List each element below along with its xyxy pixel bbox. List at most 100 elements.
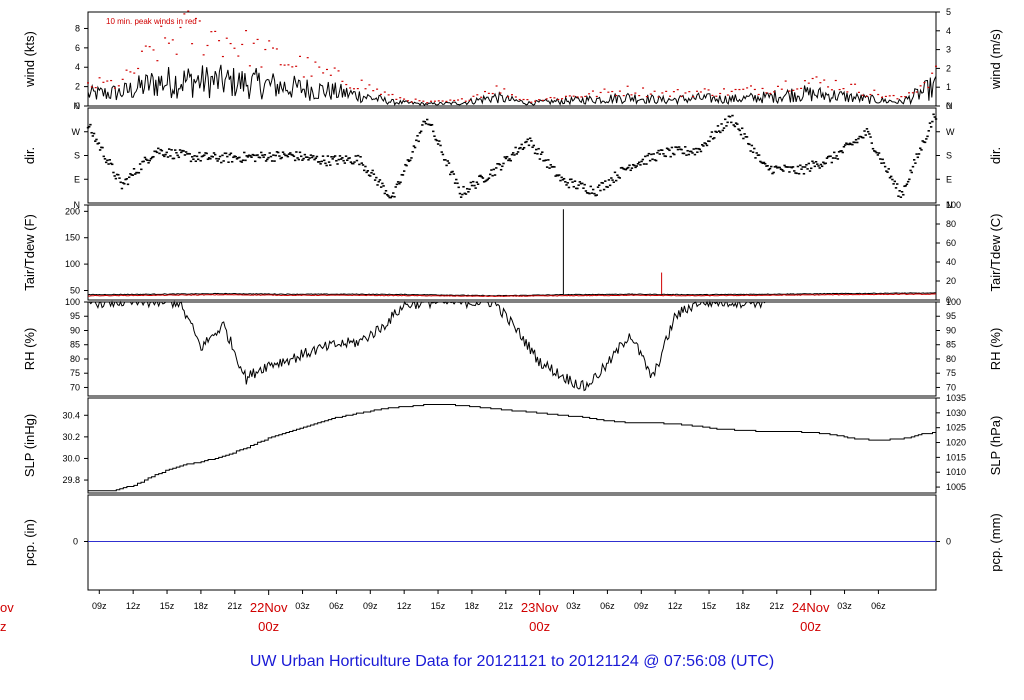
time-ticklabel: 06z <box>600 601 615 611</box>
partial-day-hour-label: z <box>0 619 7 634</box>
slp-frame <box>87 397 937 494</box>
slp-ylabel-left: SLP (inHg) <box>22 414 37 477</box>
dir-ticklabel-left: E <box>74 174 80 184</box>
pcp-ticklabel-right: 0 <box>946 537 951 547</box>
slp-ticklabel-right: 1025 <box>946 423 966 433</box>
slp-ticklabel-right: 1030 <box>946 408 966 418</box>
time-ticklabel: 18z <box>736 601 751 611</box>
dir-frame <box>87 107 937 204</box>
peak-wind-note: 10 min. peak winds in red <box>106 17 197 26</box>
temp-ticklabel-left: 150 <box>65 233 80 243</box>
wind-ticklabel-right: 5 <box>946 7 951 17</box>
temp-series-tdew <box>88 293 937 298</box>
wind-ticklabel-left: 0 <box>75 101 80 111</box>
wind-ticklabel-left: 4 <box>75 62 80 72</box>
temp-ticklabel-right: 20 <box>946 276 956 286</box>
slp-ticklabel-right: 1015 <box>946 452 966 462</box>
time-ticklabel: 03z <box>295 601 310 611</box>
time-ticklabel: 18z <box>465 601 480 611</box>
temp-ticklabel-left: 200 <box>65 206 80 216</box>
rh-ticklabel-left: 75 <box>70 368 80 378</box>
time-ticklabel: 21z <box>770 601 785 611</box>
wind-ticklabel-right: 2 <box>946 63 951 73</box>
time-ticklabel: 09z <box>363 601 378 611</box>
slp-ticklabel-left: 29.8 <box>62 475 80 485</box>
rh-ticklabel-left: 95 <box>70 311 80 321</box>
time-ticklabel: 12z <box>668 601 683 611</box>
wind-ticklabel-left: 2 <box>75 82 80 92</box>
wind-ticklabel-right: 0 <box>946 101 951 111</box>
slp-ticklabel-left: 30.4 <box>62 410 80 420</box>
rh-series <box>88 300 766 392</box>
day-label: 23Nov <box>521 600 559 615</box>
dir-ylabel-right: dir. <box>988 147 1003 164</box>
temp-ticklabel-left: 50 <box>70 286 80 296</box>
time-ticklabel: 21z <box>228 601 243 611</box>
temp-frame <box>87 204 937 301</box>
rh-ticklabel-right: 70 <box>946 382 956 392</box>
day-hour-label: 00z <box>258 619 279 634</box>
wind-ticklabel-left: 8 <box>75 23 80 33</box>
pcp-frame <box>87 494 937 591</box>
time-ticklabel: 09z <box>92 601 107 611</box>
pcp-ticklabel-left: 0 <box>73 537 78 547</box>
time-ticklabel: 03z <box>566 601 581 611</box>
wind-speed-series <box>87 64 937 107</box>
wind-ylabel-left: wind (kts) <box>22 31 37 88</box>
time-ticklabel: 06z <box>871 601 886 611</box>
panel-temp: Tair/Tdew (F) Tair/Tdew (C) 50 100 150 200 0 20… <box>22 200 1003 305</box>
partial-day-label: ov <box>0 600 14 615</box>
time-ticklabel: 18z <box>194 601 209 611</box>
rh-ticklabel-right: 80 <box>946 354 956 364</box>
panel-rh: RH (%) RH (%) 70 75 80 85 90 95 100 70 75 80 85 90 95 1… <box>22 297 1003 397</box>
wind-frame <box>87 11 937 107</box>
slp-ticklabel-left: 30.2 <box>62 432 80 442</box>
temp-ylabel-left: Tair/Tdew (F) <box>22 214 37 291</box>
rh-ticklabel-right: 90 <box>946 325 956 335</box>
temp-ticklabel-right: 60 <box>946 238 956 248</box>
panel-slp: SLP (inHg) SLP (hPa) 29.8 30.0 30.2 30.4 1005 1… <box>22 393 1003 494</box>
temp-ticklabel-left: 100 <box>65 259 80 269</box>
day-hour-label: 00z <box>529 619 550 634</box>
rh-ticklabel-left: 90 <box>70 325 80 335</box>
slp-ticklabel-right: 1020 <box>946 438 966 448</box>
dir-ylabel-left: dir. <box>22 147 37 164</box>
slp-ylabel-right: SLP (hPa) <box>988 416 1003 476</box>
dir-ticklabel-right: N <box>946 200 953 210</box>
chart-title: UW Urban Horticulture Data for 20121121 … <box>250 653 774 670</box>
wind-ticklabel-right: 4 <box>946 26 951 36</box>
wind-ylabel-right: wind (m/s) <box>988 29 1003 90</box>
rh-ticklabel-left: 85 <box>70 340 80 350</box>
dir-ticklabel-right: E <box>946 174 952 184</box>
slp-ticklabel-right: 1010 <box>946 467 966 477</box>
time-ticklabel: 06z <box>329 601 344 611</box>
time-ticklabel: 12z <box>397 601 412 611</box>
wind-ticklabel-right: 3 <box>946 45 951 55</box>
slp-ticklabel-right: 1035 <box>946 393 966 403</box>
wind-ticklabel-left: 6 <box>75 43 80 53</box>
dir-ticklabel-left: N <box>74 200 81 210</box>
wind-ticklabel-right: 1 <box>946 82 951 92</box>
rh-ylabel-right: RH (%) <box>988 328 1003 371</box>
rh-ticklabel-left: 70 <box>70 382 80 392</box>
pcp-ylabel-left: pcp. (in) <box>22 519 37 566</box>
day-label: 24Nov <box>792 600 830 615</box>
slp-ticklabel-left: 30.0 <box>62 453 80 463</box>
panel-pcp: pcp. (in) pcp. (mm) 0 0 <box>22 494 1003 591</box>
rh-ticklabel-right: 85 <box>946 340 956 350</box>
temp-ylabel-right: Tair/Tdew (C) <box>988 213 1003 291</box>
temp-ticklabel-right: 80 <box>946 219 956 229</box>
rh-ticklabel-right: 95 <box>946 311 956 321</box>
slp-series <box>88 404 936 492</box>
temp-ticklabel-right: 0 <box>946 295 951 305</box>
panel-wind: wind (kts) wind (m/s) 0 2 4 6 8 0 1 2 3 4 5 <box>22 7 1003 111</box>
dir-ticklabel-right: N <box>946 101 953 111</box>
time-ticklabel: 15z <box>160 601 175 611</box>
rh-ticklabel-right: 100 <box>946 297 961 307</box>
rh-ylabel-left: RH (%) <box>22 328 37 371</box>
dir-ticklabel-left: W <box>72 127 81 137</box>
time-ticklabel: 12z <box>126 601 141 611</box>
slp-ticklabel-right: 1005 <box>946 482 966 492</box>
dir-ticklabel-right: S <box>946 151 952 161</box>
